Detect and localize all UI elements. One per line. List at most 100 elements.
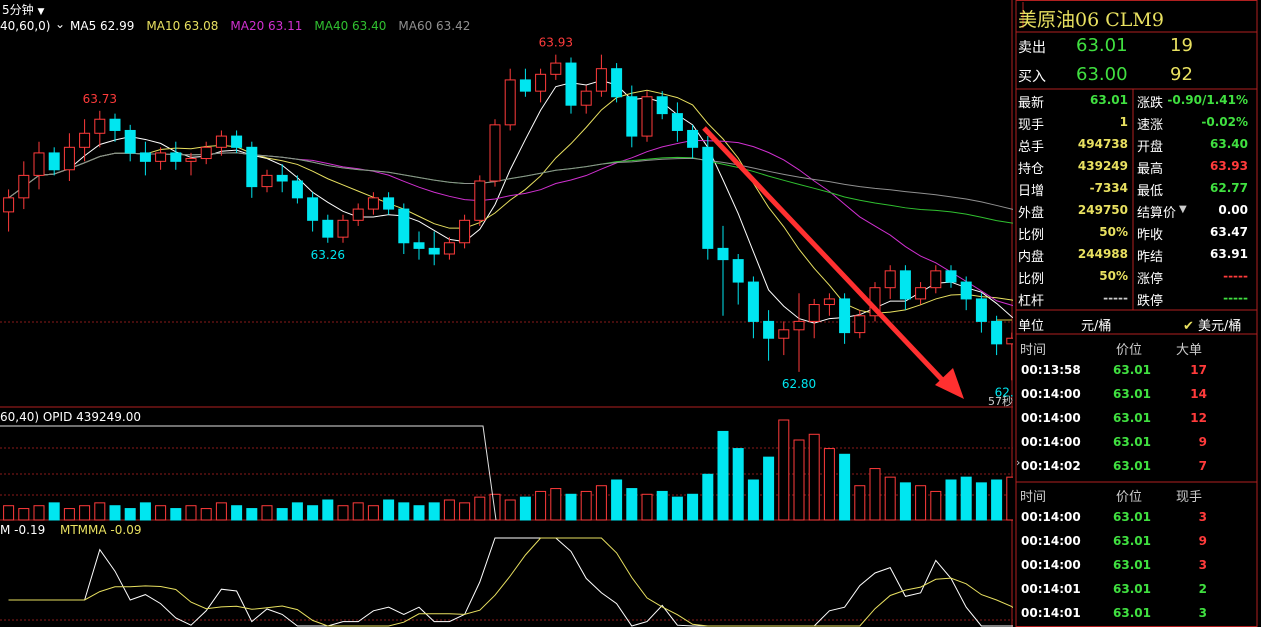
- stat-value: 50%: [1099, 269, 1128, 283]
- candle: [778, 321, 790, 356]
- table-header: 现手: [1176, 490, 1203, 505]
- candle: [63, 133, 75, 181]
- table-header: 大单: [1176, 343, 1203, 358]
- cell-qty: 7: [1198, 459, 1207, 473]
- settlement-dropdown-icon[interactable]: ▼: [1179, 204, 1187, 215]
- volume-bar: [459, 502, 471, 521]
- candle: [200, 141, 212, 165]
- ma-legend-item: MA60 63.42: [398, 19, 471, 33]
- instrument-title: 美原油06 CLM9: [1018, 9, 1164, 31]
- cell-time: 00:14:00: [1021, 411, 1081, 425]
- cell-price: 63.01: [1113, 411, 1151, 425]
- volume-bar: [246, 508, 258, 521]
- cell-qty: 12: [1190, 411, 1207, 425]
- volume-bar: [823, 448, 835, 521]
- stat-value: -0.90/1.41%: [1167, 93, 1248, 107]
- candle: [565, 57, 577, 114]
- candle: [276, 164, 288, 193]
- row-pointer-icon: ›: [1016, 456, 1021, 469]
- unit-option-yuan[interactable]: 元/桶: [1081, 319, 1112, 334]
- candle: [671, 102, 683, 142]
- stat-label: 比例: [1018, 228, 1045, 243]
- cell-price: 63.01: [1113, 459, 1151, 473]
- volume-bar: [884, 476, 896, 521]
- bid-qty: 92: [1170, 64, 1193, 85]
- ask-label: 卖出: [1018, 40, 1046, 56]
- candle: [428, 231, 440, 266]
- stat-label: 持仓: [1018, 162, 1045, 177]
- candle: [823, 293, 835, 316]
- volume-bars: [3, 419, 1013, 521]
- stat-value: -----: [1103, 291, 1128, 305]
- stat-label: 日增: [1018, 184, 1045, 199]
- ma-prefix: 40,60,0): [0, 19, 51, 33]
- volume-bar: [185, 505, 197, 521]
- candle: [611, 63, 623, 103]
- cell-qty: 3: [1198, 510, 1207, 524]
- volume-bar: [261, 505, 273, 521]
- ma20-line: [8, 139, 1013, 306]
- candle: [170, 141, 182, 170]
- volume-bar: [428, 502, 440, 521]
- candle: [215, 130, 227, 156]
- ma-legend: MA5 62.99 MA10 63.08 MA20 63.11 MA40 63.40 M…: [70, 19, 482, 33]
- candle: [155, 147, 167, 170]
- ma-legend-item: MA20 63.11: [230, 19, 303, 33]
- table-header: 时间: [1020, 490, 1047, 505]
- cell-price: 63.01: [1113, 534, 1151, 548]
- period-label: 5分钟: [2, 3, 34, 17]
- candle: [595, 54, 607, 97]
- volume-bar: [504, 499, 516, 521]
- cell-qty: 3: [1198, 558, 1207, 572]
- candle: [124, 124, 136, 162]
- volume-bar: [611, 479, 623, 521]
- candle: [1006, 332, 1013, 381]
- candle: [33, 141, 45, 190]
- stat-value: -----: [1223, 269, 1248, 283]
- stat-label: 涨跌: [1137, 96, 1164, 111]
- candle: [3, 189, 15, 232]
- stat-value: 63.93: [1210, 159, 1248, 173]
- volume-bar: [899, 482, 911, 521]
- volume-bar: [383, 499, 395, 521]
- mtm-label: M -0.19: [0, 523, 46, 537]
- candle: [443, 237, 455, 260]
- volume-bar: [443, 499, 455, 521]
- volume-bar: [565, 493, 577, 521]
- volume-bar: [945, 479, 957, 521]
- candlestick-series: [3, 54, 1013, 381]
- stat-value: 50%: [1099, 225, 1128, 239]
- volume-bar: [960, 476, 972, 521]
- volume-bar: [18, 508, 30, 521]
- volume-header: 60,40) OPID 439249.00: [0, 410, 142, 424]
- volume-bar: [231, 505, 243, 521]
- stat-label: 最新: [1018, 96, 1045, 111]
- table-header: 价位: [1116, 490, 1143, 505]
- cell-time: 00:14:02: [1021, 459, 1081, 473]
- dropdown-chevron-icon[interactable]: ⌄: [55, 17, 66, 31]
- candle: [322, 214, 334, 243]
- volume-bar: [626, 488, 638, 521]
- price-annotation: 62.77: [995, 385, 1013, 399]
- volume-bar: [747, 479, 759, 521]
- stat-label: 杠杆: [1018, 294, 1045, 309]
- candle: [839, 293, 851, 344]
- period-selector[interactable]: 5分钟 ▼: [2, 1, 44, 18]
- price-annotation: 62.80: [782, 377, 816, 391]
- table-header: 时间: [1020, 343, 1047, 358]
- chart-area[interactable]: 63.93 63.73 63.26 62.80 62.77: [0, 0, 1013, 627]
- volume-bar: [854, 485, 866, 521]
- candle: [459, 214, 471, 249]
- candle: [702, 136, 714, 260]
- table-header: 价位: [1116, 343, 1143, 358]
- candle: [504, 68, 516, 131]
- unit-option-usd[interactable]: ✔ 美元/桶: [1183, 319, 1242, 334]
- volume-bar: [732, 448, 744, 521]
- candle: [884, 265, 896, 299]
- candle: [383, 192, 395, 215]
- candle: [185, 152, 197, 176]
- countdown-label: 57秒: [988, 395, 1013, 408]
- candle: [915, 282, 927, 305]
- price-annotations: 63.93 63.73 63.26 62.80 62.77: [83, 36, 1013, 400]
- volume-bar: [200, 508, 212, 521]
